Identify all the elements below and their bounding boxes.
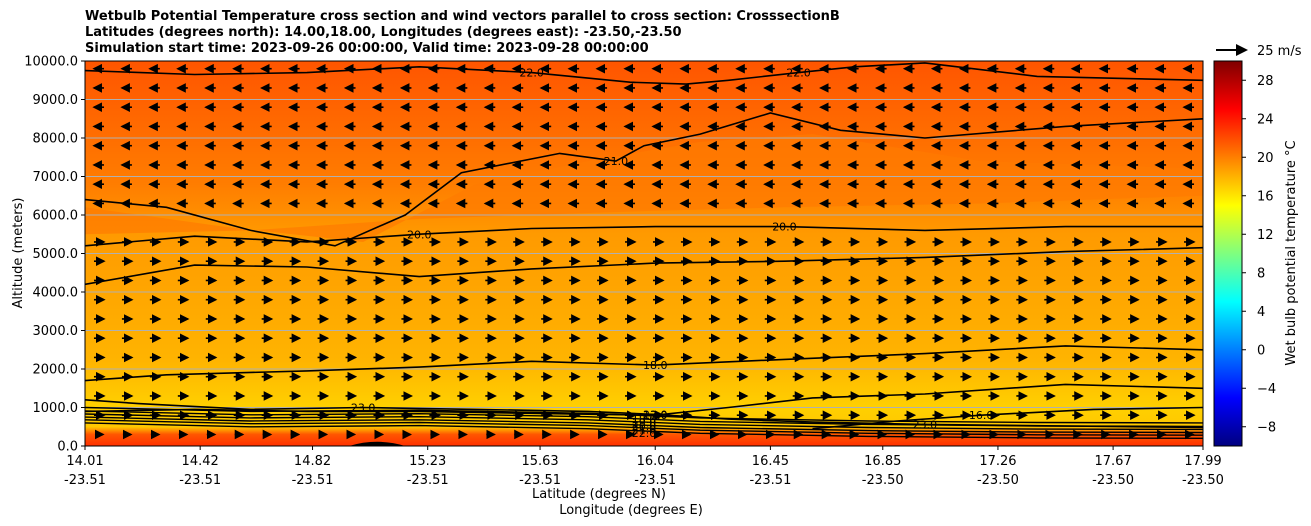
x-tick-label-lat: 17.26 (979, 454, 1016, 469)
x-tick-label-lon: -23.51 (749, 473, 791, 488)
colorbar-tick-label: 28 (1257, 74, 1274, 89)
contour-label: 20.0 (772, 221, 797, 234)
x-tick-label-lon: -23.51 (64, 473, 106, 488)
contour-line-low (85, 422, 1203, 439)
contour-label: 21.0 (604, 155, 629, 168)
contour-line-20 (85, 225, 1203, 247)
x-tick-label-lon: -23.50 (977, 473, 1019, 488)
x-tick-label-lon: -23.50 (1092, 473, 1134, 488)
plot-area: 23.023.023.022.0 22.021.020.020.018.017.0… (84, 60, 1204, 447)
contour-line-21 (85, 112, 1203, 247)
y-tick-label: 2000.0 (33, 363, 79, 378)
x-tick-label-lon: -23.51 (634, 473, 676, 488)
y-tick-label: 6000.0 (33, 209, 79, 224)
colorbar-tick-label: −4 (1257, 382, 1276, 397)
contour-line-low (85, 416, 1203, 434)
x-tick-label-lon: -23.50 (862, 473, 904, 488)
x-axis: 14.01 -23.51 14.42 -23.51 14.82 -23.51 15.23 -2… (64, 446, 1224, 488)
contour-label: 22.0 (632, 427, 657, 440)
y-tick-label: 3000.0 (33, 324, 79, 339)
y-axis: 0.0 1000.0 2000.0 3000.0 4000.0 5000.0 6000.0 7… (24, 55, 85, 455)
contour-label: 21.0 (632, 423, 657, 436)
contour-line-16 (812, 406, 1203, 430)
y-tick-label: 5000.0 (33, 247, 79, 262)
contour-label: 18.0 (643, 359, 668, 372)
wind-vectors (92, 63, 1196, 440)
contour-line-low (85, 410, 1203, 428)
x-tick-label-lat: 15.23 (409, 454, 446, 469)
contour-line-19 (85, 246, 1203, 286)
colorbar-tick-label: 24 (1257, 112, 1274, 127)
colorbar-tick-label: 4 (1257, 305, 1265, 320)
colorbar-tick-label: 20 (1257, 151, 1274, 166)
x-tick-label-lat: 15.63 (521, 454, 558, 469)
y-tick-label: 10000.0 (24, 55, 78, 70)
y-tick-label: 1000.0 (33, 401, 79, 416)
contour-label: 20.0 (632, 420, 657, 433)
x-tick-label-lon: -23.51 (179, 473, 221, 488)
quiver-key-label: 25 m/s (1257, 44, 1302, 59)
contour-label: 20.0 (407, 228, 432, 241)
quiver-key: 25 m/s (1216, 44, 1302, 59)
y-gridlines (85, 99, 1203, 408)
x-tick-label-lat: 16.85 (864, 454, 901, 469)
colorbar-tick-label: 12 (1257, 228, 1274, 243)
terrain-profile (349, 441, 406, 446)
colorbar-tick-label: 0 (1257, 343, 1265, 358)
x-axis-label-longitude: Longitude (degrees E) (559, 503, 703, 518)
y-tick-label: 4000.0 (33, 286, 79, 301)
x-tick-label-lat: 14.01 (66, 454, 103, 469)
chart-title-line-2: Latitudes (degrees north): 14.00,18.00, … (85, 25, 682, 40)
colorbar-gradient (1213, 60, 1243, 447)
x-tick-label-lat: 17.99 (1184, 454, 1221, 469)
chart-title-line-3: Simulation start time: 2023-09-26 00:00:… (85, 41, 649, 56)
contour-label: 16.0 (969, 409, 994, 422)
x-tick-label-lat: 16.45 (752, 454, 789, 469)
y-tick-label: 7000.0 (33, 170, 79, 185)
x-tick-label-lat: 16.04 (637, 454, 674, 469)
colorbar-tick-label: 16 (1257, 189, 1274, 204)
contour-line-low (85, 406, 1203, 424)
contour-label: 18.0 (632, 413, 657, 426)
x-tick-label-lon: -23.51 (292, 473, 334, 488)
contour-label: 19.0 (632, 417, 657, 430)
colorbar: −8 −4 0 4 8 12 16 20 24 28 Wet bulb potential tem… (1213, 60, 1299, 447)
y-tick-label: 8000.0 (33, 132, 79, 147)
y-tick-label: 0.0 (57, 440, 78, 455)
x-tick-label-lon: -23.50 (1182, 473, 1224, 488)
contour-label: 22.0 (519, 67, 544, 80)
x-axis-label-latitude: Latitude (degrees N) (532, 487, 666, 502)
y-axis-label: Altitude (meters) (11, 198, 26, 309)
x-tick-label-lon: -23.51 (519, 473, 561, 488)
contour-line-low (85, 419, 1203, 436)
x-tick-label-lat: 17.67 (1095, 454, 1132, 469)
contour-line-low (85, 413, 1203, 431)
chart-title-line-1: Wetbulb Potential Temperature cross sect… (85, 9, 840, 24)
x-tick-label-lon: -23.51 (407, 473, 449, 488)
x-tick-label-lat: 14.82 (294, 454, 331, 469)
shaded-band-upper (85, 134, 1203, 242)
x-tick-label-lat: 14.42 (182, 454, 219, 469)
y-tick-label: 9000.0 (33, 93, 79, 108)
colorbar-tick-label: −8 (1257, 420, 1276, 435)
colorbar-label: Wet bulb potential temperature °C (1284, 140, 1299, 365)
colorbar-tick-label: 8 (1257, 266, 1265, 281)
contour-label: 23.0 (351, 402, 376, 415)
